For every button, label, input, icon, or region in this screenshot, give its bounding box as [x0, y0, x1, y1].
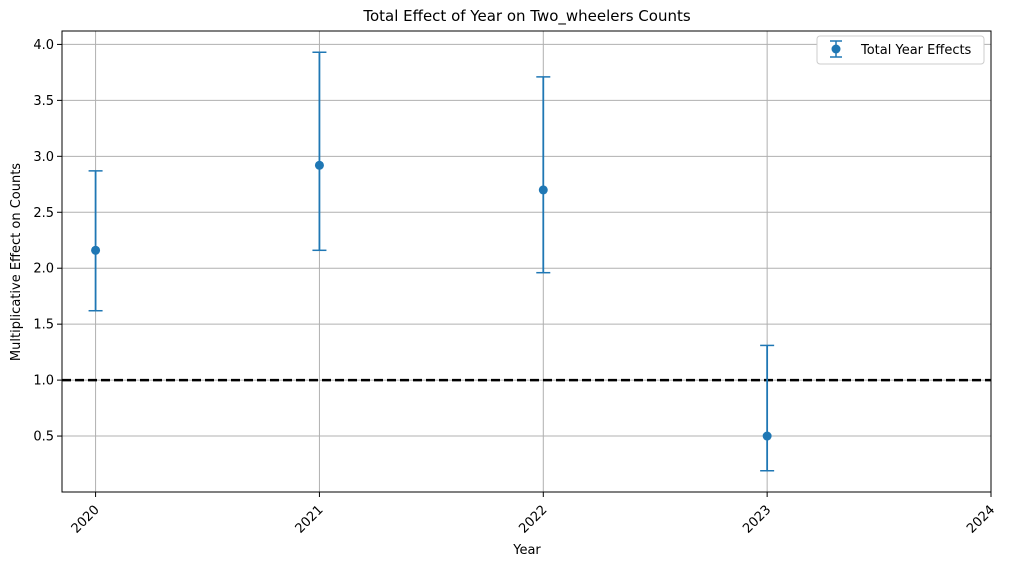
y-axis-ticks: 0.5 1.0 1.5 2.0 2.5 3.0 3.5 4.0	[33, 38, 62, 445]
x-tick-label: 2023	[740, 503, 774, 537]
error-bars	[88, 51, 775, 472]
x-tick-label: 2024	[964, 503, 998, 537]
x-axis-ticks: 2020 2021 2022 2023 2024	[69, 492, 998, 537]
plot-frame	[61, 30, 992, 493]
y-axis-title: Multiplicative Effect on Counts	[9, 163, 24, 361]
x-tick-label: 2020	[69, 503, 103, 537]
x-tick-label: 2022	[516, 503, 550, 537]
y-tick-label: 1.5	[33, 318, 54, 333]
x-axis-title: Year	[512, 543, 541, 558]
chart-title: Total Effect of Year on Two_wheelers Cou…	[362, 7, 690, 26]
y-tick-label: 3.5	[33, 94, 54, 109]
legend-frame	[816, 35, 985, 65]
legend-label: Total Year Effects	[860, 43, 972, 58]
data-point	[91, 245, 101, 255]
data-points	[91, 160, 772, 441]
data-point	[538, 185, 548, 195]
data-point	[314, 160, 324, 170]
legend: Total Year Effects	[816, 35, 985, 65]
y-tick-label: 1.0	[33, 374, 54, 389]
y-tick-label: 2.5	[33, 206, 54, 221]
plot-background	[62, 31, 991, 492]
y-tick-label: 2.0	[33, 262, 54, 277]
y-tick-label: 0.5	[33, 430, 54, 445]
y-tick-label: 4.0	[33, 38, 54, 53]
y-tick-label: 3.0	[33, 150, 54, 165]
data-point	[762, 431, 772, 441]
legend-marker	[830, 40, 842, 58]
x-tick-label: 2021	[293, 503, 327, 537]
